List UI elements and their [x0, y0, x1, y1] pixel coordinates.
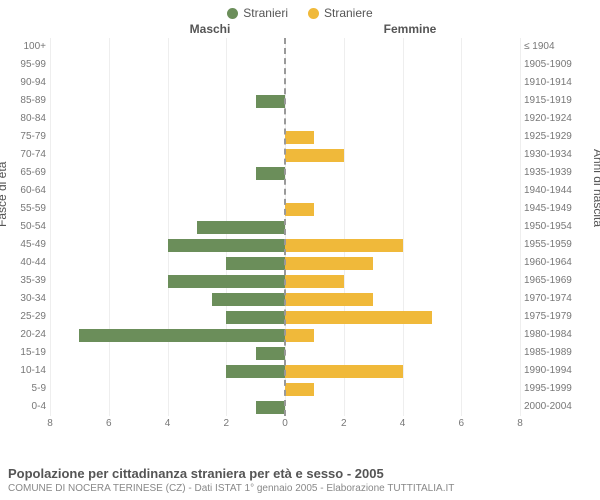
- age-tick: 5-9: [0, 380, 50, 398]
- center-line: [284, 38, 286, 416]
- age-tick: 35-39: [0, 272, 50, 290]
- legend-swatch-male: [227, 8, 238, 19]
- bar-female: [285, 293, 373, 306]
- birth-tick: 1940-1944: [520, 182, 585, 200]
- legend-swatch-female: [308, 8, 319, 19]
- x-tick: 4: [165, 418, 171, 429]
- age-tick: 10-14: [0, 362, 50, 380]
- x-tick: 2: [341, 418, 347, 429]
- birth-tick: 1935-1939: [520, 164, 585, 182]
- x-tick: 6: [458, 418, 464, 429]
- x-tick: 2: [223, 418, 229, 429]
- bar-male: [256, 167, 285, 180]
- bar-male: [212, 293, 285, 306]
- bar-male: [256, 401, 285, 414]
- gridline: [520, 38, 521, 416]
- bar-male: [256, 347, 285, 360]
- bar-male: [168, 239, 286, 252]
- birth-tick: 1990-1994: [520, 362, 585, 380]
- birth-tick: 1910-1914: [520, 74, 585, 92]
- age-tick: 85-89: [0, 92, 50, 110]
- x-tick: 8: [47, 418, 53, 429]
- plot-area: [50, 38, 520, 416]
- birth-tick: 1995-1999: [520, 380, 585, 398]
- header-male: Maschi: [50, 22, 310, 36]
- bar-male: [226, 311, 285, 324]
- bar-male: [226, 365, 285, 378]
- age-tick: 15-19: [0, 344, 50, 362]
- age-tick: 20-24: [0, 326, 50, 344]
- birth-tick: 1930-1934: [520, 146, 585, 164]
- bar-female: [285, 383, 314, 396]
- age-tick: 40-44: [0, 254, 50, 272]
- x-tick: 6: [106, 418, 112, 429]
- x-tick: 4: [400, 418, 406, 429]
- birth-tick: 1915-1919: [520, 92, 585, 110]
- birth-year-ticks: ≤ 19041905-19091910-19141915-19191920-19…: [520, 38, 585, 416]
- x-tick: 0: [282, 418, 288, 429]
- birth-tick: 1955-1959: [520, 236, 585, 254]
- birth-tick: 1920-1924: [520, 110, 585, 128]
- column-headers: Maschi Femmine: [0, 22, 600, 36]
- age-tick: 75-79: [0, 128, 50, 146]
- age-tick: 30-34: [0, 290, 50, 308]
- birth-tick: 1980-1984: [520, 326, 585, 344]
- birth-tick: 1905-1909: [520, 56, 585, 74]
- age-tick: 45-49: [0, 236, 50, 254]
- bar-female: [285, 149, 344, 162]
- footer: Popolazione per cittadinanza straniera p…: [8, 466, 592, 494]
- birth-tick: 1975-1979: [520, 308, 585, 326]
- legend-label-female: Straniere: [324, 6, 373, 20]
- birth-tick: ≤ 1904: [520, 38, 585, 56]
- age-tick: 95-99: [0, 56, 50, 74]
- bar-female: [285, 311, 432, 324]
- bar-female: [285, 365, 403, 378]
- bar-male: [256, 95, 285, 108]
- bar-male: [226, 257, 285, 270]
- y-axis-label-right: Anni di nascita: [591, 149, 600, 227]
- chart-subtitle: COMUNE DI NOCERA TERINESE (CZ) - Dati IS…: [8, 483, 592, 494]
- y-axis-label-left: Fasce di età: [0, 162, 9, 227]
- birth-tick: 2000-2004: [520, 398, 585, 416]
- legend-label-male: Stranieri: [243, 6, 288, 20]
- birth-tick: 1985-1989: [520, 344, 585, 362]
- birth-tick: 1970-1974: [520, 290, 585, 308]
- chart-title: Popolazione per cittadinanza straniera p…: [8, 466, 592, 481]
- birth-tick: 1945-1949: [520, 200, 585, 218]
- chart: Fasce di età Anni di nascita 100+95-9990…: [0, 38, 600, 416]
- birth-tick: 1950-1954: [520, 218, 585, 236]
- bar-female: [285, 329, 314, 342]
- bar-male: [79, 329, 285, 342]
- age-tick: 100+: [0, 38, 50, 56]
- legend-item-male: Stranieri: [227, 6, 288, 20]
- age-tick: 80-84: [0, 110, 50, 128]
- bar-female: [285, 275, 344, 288]
- age-ticks: 100+95-9990-9485-8980-8475-7970-7465-696…: [0, 38, 50, 416]
- x-axis: 8 6 4 2 0 2 4 6 8: [50, 416, 520, 436]
- age-tick: 90-94: [0, 74, 50, 92]
- bar-female: [285, 257, 373, 270]
- age-tick: 0-4: [0, 398, 50, 416]
- x-tick: 8: [517, 418, 523, 429]
- birth-tick: 1925-1929: [520, 128, 585, 146]
- bar-male: [197, 221, 285, 234]
- age-tick: 25-29: [0, 308, 50, 326]
- legend: Stranieri Straniere: [0, 0, 600, 22]
- bar-female: [285, 239, 403, 252]
- header-female: Femmine: [310, 22, 570, 36]
- birth-tick: 1960-1964: [520, 254, 585, 272]
- bar-female: [285, 203, 314, 216]
- bar-female: [285, 131, 314, 144]
- birth-tick: 1965-1969: [520, 272, 585, 290]
- bar-male: [168, 275, 286, 288]
- legend-item-female: Straniere: [308, 6, 373, 20]
